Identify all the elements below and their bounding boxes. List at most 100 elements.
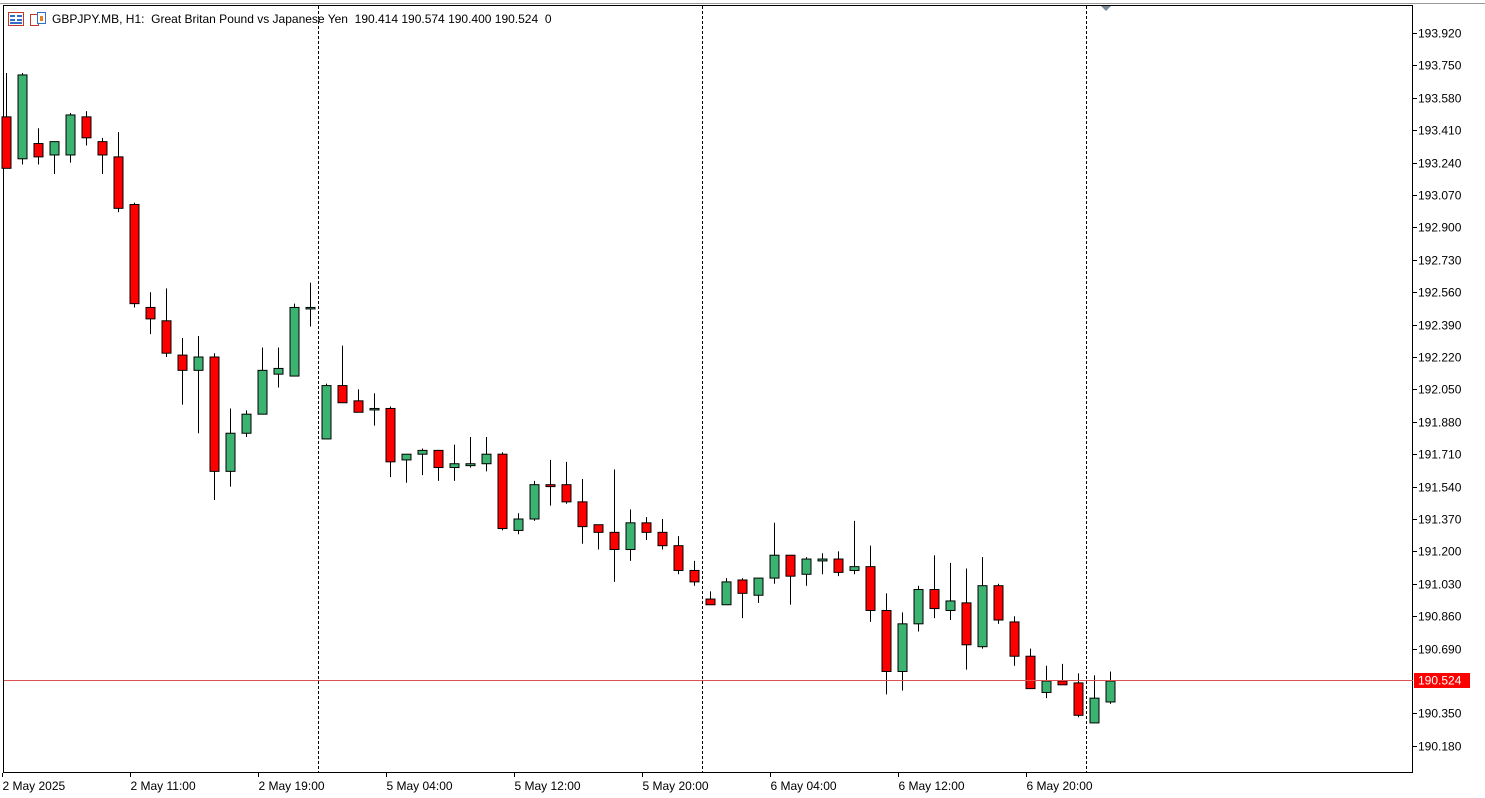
candle[interactable] bbox=[849, 520, 860, 575]
bear-candle-body bbox=[161, 320, 172, 354]
candle[interactable] bbox=[801, 557, 812, 586]
candle[interactable] bbox=[1057, 663, 1068, 686]
candle[interactable] bbox=[625, 509, 636, 561]
candle[interactable] bbox=[657, 519, 668, 550]
candle[interactable] bbox=[401, 453, 412, 483]
bear-candle-body bbox=[1073, 682, 1084, 716]
bull-candle-body bbox=[49, 141, 60, 156]
candle[interactable] bbox=[945, 562, 956, 621]
candle[interactable] bbox=[1, 73, 12, 169]
candle[interactable] bbox=[1089, 675, 1100, 724]
candle[interactable] bbox=[545, 459, 556, 506]
candle[interactable] bbox=[641, 517, 652, 540]
bear-candle-body bbox=[177, 354, 188, 371]
bear-candle-body bbox=[609, 531, 620, 550]
candle[interactable] bbox=[81, 111, 92, 146]
candle[interactable] bbox=[897, 612, 908, 691]
candle[interactable] bbox=[97, 137, 108, 175]
bull-candle-body bbox=[481, 453, 492, 465]
candle[interactable] bbox=[1105, 671, 1116, 704]
candle[interactable] bbox=[993, 583, 1004, 624]
x-tick-label: 2 May 2025 bbox=[3, 779, 66, 793]
candle[interactable] bbox=[305, 282, 316, 327]
bull-candle-body bbox=[273, 367, 284, 375]
candle[interactable] bbox=[577, 478, 588, 544]
candle[interactable] bbox=[1073, 673, 1084, 718]
candle[interactable] bbox=[609, 469, 620, 582]
candle[interactable] bbox=[961, 568, 972, 670]
candle[interactable] bbox=[929, 555, 940, 619]
candle[interactable] bbox=[753, 577, 764, 603]
candle[interactable] bbox=[561, 461, 572, 504]
candle[interactable] bbox=[113, 132, 124, 213]
candle[interactable] bbox=[465, 437, 476, 468]
bull-candle-body bbox=[305, 306, 316, 310]
bull-candle-body bbox=[241, 413, 252, 434]
candle[interactable] bbox=[833, 551, 844, 577]
candle[interactable] bbox=[481, 437, 492, 472]
candle[interactable] bbox=[1041, 665, 1052, 699]
candle[interactable] bbox=[913, 585, 924, 632]
candle[interactable] bbox=[433, 449, 444, 481]
candle[interactable] bbox=[417, 448, 428, 476]
candle[interactable] bbox=[257, 347, 268, 415]
bull-candle-body bbox=[753, 577, 764, 596]
candle[interactable] bbox=[33, 128, 44, 165]
bear-candle-body bbox=[497, 453, 508, 530]
bear-candle-body bbox=[833, 558, 844, 573]
bull-candle-body bbox=[849, 566, 860, 571]
candle[interactable] bbox=[289, 303, 300, 377]
candle[interactable] bbox=[145, 292, 156, 335]
candle[interactable] bbox=[369, 393, 380, 426]
candle[interactable] bbox=[177, 337, 188, 405]
candle[interactable] bbox=[689, 560, 700, 586]
bull-candle-body bbox=[769, 554, 780, 579]
candle[interactable] bbox=[161, 288, 172, 357]
bear-candle-body bbox=[209, 356, 220, 472]
candle[interactable] bbox=[673, 536, 684, 575]
candle[interactable] bbox=[977, 557, 988, 649]
candle[interactable] bbox=[769, 522, 780, 584]
candle[interactable] bbox=[17, 73, 28, 165]
candle[interactable] bbox=[273, 347, 284, 388]
bear-candle-body bbox=[1057, 680, 1068, 686]
candle[interactable] bbox=[65, 113, 76, 163]
candle[interactable] bbox=[881, 593, 892, 695]
y-tick-label: 191.540 bbox=[1418, 481, 1462, 495]
candle[interactable] bbox=[1009, 616, 1020, 666]
candle[interactable] bbox=[337, 345, 348, 404]
candle[interactable] bbox=[385, 406, 396, 478]
scroll-marker-icon[interactable] bbox=[1101, 6, 1111, 11]
y-tick-label: 193.240 bbox=[1418, 157, 1462, 171]
candle[interactable] bbox=[529, 480, 540, 521]
candle[interactable] bbox=[321, 383, 332, 440]
candle[interactable] bbox=[449, 444, 460, 481]
x-tick-label: 6 May 12:00 bbox=[899, 779, 965, 793]
candle[interactable] bbox=[785, 554, 796, 605]
symbol-window-icon[interactable] bbox=[30, 12, 46, 26]
candle[interactable] bbox=[721, 578, 732, 606]
candle[interactable] bbox=[241, 410, 252, 438]
candle[interactable] bbox=[737, 578, 748, 619]
candle[interactable] bbox=[209, 353, 220, 500]
candle[interactable] bbox=[497, 452, 508, 531]
candle[interactable] bbox=[705, 591, 716, 606]
candle[interactable] bbox=[865, 545, 876, 622]
bull-candle-body bbox=[977, 585, 988, 648]
y-tick-label: 193.580 bbox=[1418, 92, 1462, 106]
candle[interactable] bbox=[513, 513, 524, 535]
y-tick-label: 191.710 bbox=[1418, 448, 1462, 462]
candle[interactable] bbox=[593, 524, 604, 550]
candle[interactable] bbox=[1025, 648, 1036, 690]
plot-area[interactable] bbox=[3, 5, 1413, 773]
candle[interactable] bbox=[225, 408, 236, 487]
bull-candle-body bbox=[913, 589, 924, 625]
candle[interactable] bbox=[129, 202, 140, 308]
candle[interactable] bbox=[49, 141, 60, 175]
chart-list-icon[interactable] bbox=[8, 12, 24, 26]
candle[interactable] bbox=[353, 389, 364, 413]
candle[interactable] bbox=[193, 336, 204, 434]
candle[interactable] bbox=[817, 553, 828, 575]
